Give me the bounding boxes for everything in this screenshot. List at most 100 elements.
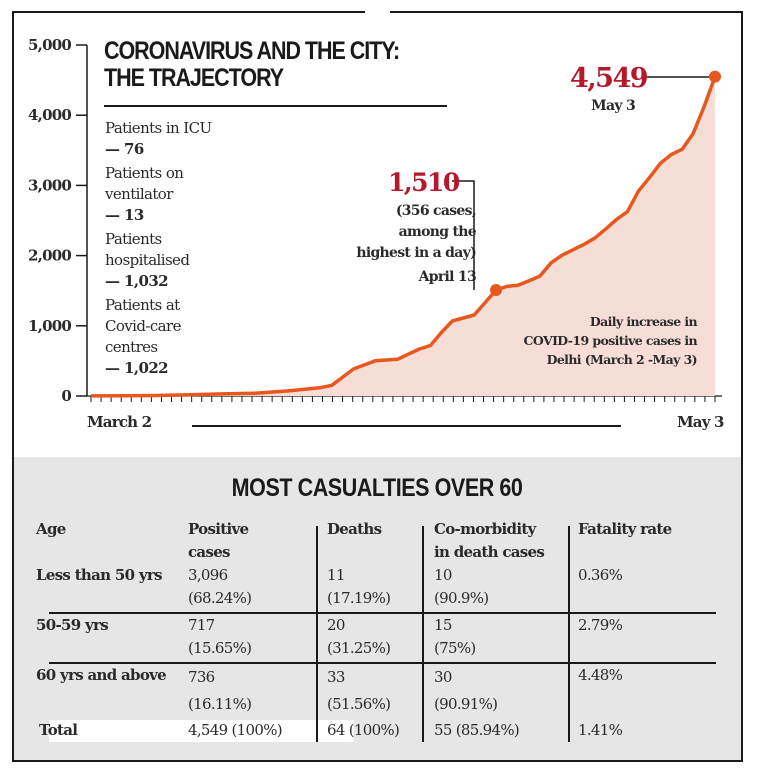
cell-pct: (90.91%) [434, 695, 498, 713]
cell-age: 50-59 yrs [36, 616, 109, 634]
annotation-date-may3: May 3 [591, 98, 636, 114]
marker-april13 [490, 283, 503, 296]
column-divider [316, 526, 318, 742]
stat-value: — 76 [105, 140, 144, 158]
stat-value: — 1,022 [105, 359, 169, 377]
annotation-value-may3: 4,549 [570, 63, 649, 94]
annotation-leaders [452, 76, 709, 290]
annotation-text-april13: (356 cases, among the highest in a day) … [356, 201, 476, 288]
cell-age: Less than 50 yrs [36, 566, 163, 584]
cell-total-positive: 4,549 (100%) [188, 721, 283, 739]
cell-value: 11 [327, 566, 345, 584]
header-fatality: Fatality rate [578, 520, 672, 538]
cell-total-comorbidity: 55 (85.94%) [434, 721, 520, 739]
cell-pct: (17.19%) [327, 589, 391, 607]
stat-label: centres [105, 338, 158, 356]
table-title-text: MOST CASUALTIES OVER 60 [232, 474, 523, 502]
cell-value: 30 [434, 668, 452, 686]
frame-border-top [390, 11, 743, 13]
cell-fatality: 4.48% [578, 666, 623, 684]
stat-value: — 1,032 [105, 272, 169, 290]
stat-label: hospitalised [105, 251, 190, 269]
y-tick-label: 4,000 [28, 106, 71, 124]
stat-label: Covid-care [105, 317, 181, 335]
header-line: Positive [188, 520, 249, 538]
stat-covid-care: Patients at Covid-care centres — 1,022 [105, 295, 212, 379]
header-line: cases [188, 543, 231, 561]
x-axis-start-label: March 2 [87, 413, 152, 431]
cell-value: 736 [188, 668, 215, 686]
cell-pct: (16.11%) [188, 695, 252, 713]
cell-value: 20 [327, 616, 345, 634]
cell-total-label: Total [39, 721, 78, 739]
y-tick-label: 5,000 [28, 36, 71, 54]
x-axis-ticks [87, 395, 722, 402]
stat-label: Patients in ICU [105, 119, 212, 137]
marker-may3 [709, 70, 721, 83]
cell-value: 3,096 [188, 566, 228, 584]
row-divider [49, 612, 716, 614]
y-tick-label: 0 [61, 387, 71, 405]
header-line: in death cases [434, 543, 545, 561]
cell-value: 10 [434, 566, 452, 584]
total-row-background [49, 720, 354, 742]
x-axis-rule [192, 425, 621, 427]
header-deaths: Deaths [327, 520, 382, 538]
cell-deaths: 20 (31.25%) [327, 614, 391, 660]
stat-ventilator: Patients on ventilator — 13 [105, 163, 212, 226]
leader-line-april13 [452, 180, 475, 290]
cell-value: 15 [434, 616, 452, 634]
trajectory-chart: 0 1,000 2,000 3,000 4,000 5,000 [28, 36, 722, 405]
cell-deaths: 11 (17.19%) [327, 564, 391, 610]
y-tick-label: 2,000 [28, 247, 71, 265]
highlight-markers [490, 70, 721, 296]
x-axis-end-label: May 3 [677, 413, 724, 431]
cell-pct: (68.24%) [188, 589, 252, 607]
annotation-line: highest in a day) [356, 245, 476, 261]
chart-note: Daily increase in COVID-19 positive case… [524, 312, 698, 369]
cell-value: 717 [188, 616, 215, 634]
cases-area-fill [91, 76, 715, 396]
cell-pct: (15.65%) [188, 639, 252, 657]
cell-comorbidity: 30 (90.91%) [434, 664, 498, 718]
stat-icu: Patients in ICU — 76 [105, 118, 212, 160]
y-axis: 0 1,000 2,000 3,000 4,000 5,000 [28, 36, 88, 405]
cell-positive: 3,096 (68.24%) [188, 564, 252, 610]
cell-comorbidity: 10 (90.9%) [434, 564, 489, 610]
y-tick-label: 3,000 [28, 176, 71, 194]
stat-value: — 13 [105, 206, 144, 224]
cell-pct: (90.9%) [434, 589, 489, 607]
cell-comorbidity: 15 (75%) [434, 614, 476, 660]
header-positive: Positive cases [188, 518, 249, 564]
annotation-value-april13: 1,510 [388, 168, 460, 197]
stat-label: Patients at [105, 296, 180, 314]
chart-note-line: Delhi (March 2 -May 3) [546, 352, 698, 367]
cell-pct: (51.56%) [327, 695, 391, 713]
header-line: Co-morbidity [434, 520, 536, 538]
title-divider [104, 105, 447, 107]
cell-pct: (75%) [434, 639, 476, 657]
row-divider [49, 662, 716, 664]
cell-total-deaths: 64 (100%) [327, 721, 400, 739]
cell-age: 60 yrs and above [36, 666, 167, 684]
column-divider [568, 526, 570, 742]
chart-title-line-2: THE TRAJECTORY [104, 64, 284, 92]
annotation-date: April 13 [418, 269, 477, 285]
cell-pct: (31.25%) [327, 639, 391, 657]
header-comorbidity: Co-morbidity in death cases [434, 518, 545, 564]
annotation-line: (356 cases, [395, 203, 477, 219]
cell-total-fatality: 1.41% [578, 721, 623, 739]
column-divider [422, 526, 424, 742]
stat-label: Patients on [105, 164, 184, 182]
chart-note-line: Daily increase in [589, 314, 698, 329]
header-age: Age [36, 520, 66, 538]
patient-stats: Patients in ICU — 76 Patients on ventila… [105, 118, 212, 382]
cell-value: 33 [327, 668, 345, 686]
frame-border-right [741, 11, 743, 762]
cell-positive: 736 (16.11%) [188, 664, 252, 718]
table-title: MOST CASUALTIES OVER 60 [14, 474, 741, 503]
annotation-line: among the [398, 224, 477, 240]
y-tick-label: 1,000 [28, 317, 71, 335]
stat-label: ventilator [105, 185, 173, 203]
cell-fatality: 2.79% [578, 616, 623, 634]
